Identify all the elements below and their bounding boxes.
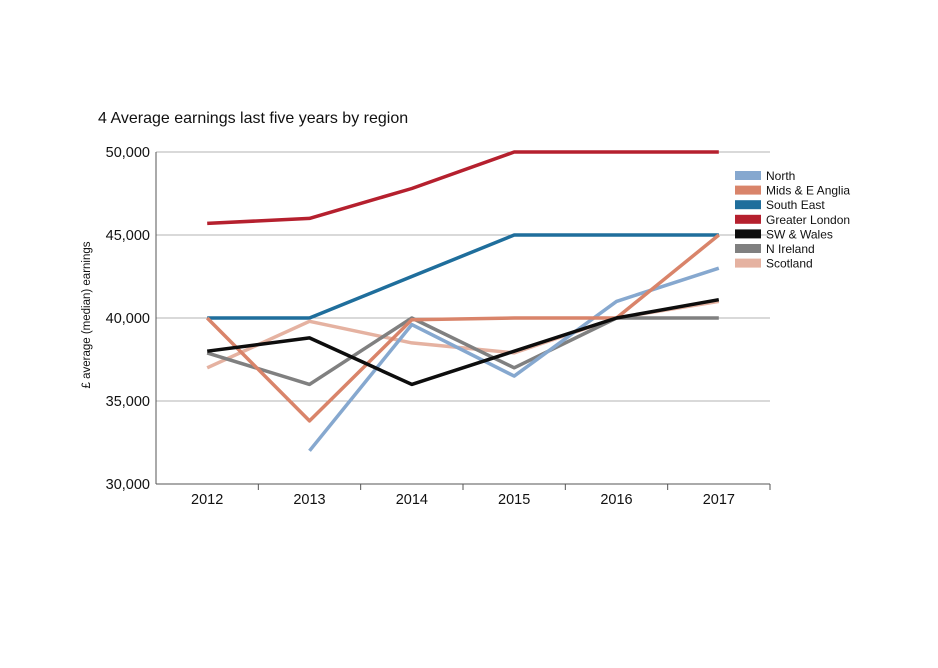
legend-label: SW & Wales xyxy=(766,227,833,241)
legend-swatch xyxy=(735,200,761,210)
y-tick-label: 40,000 xyxy=(106,311,150,327)
y-tick-label: 30,000 xyxy=(106,477,150,493)
series-line-greater-london xyxy=(207,150,719,226)
series-line-scotland xyxy=(206,299,720,370)
x-axis: 2012 2013 2014 2015 2016 2017 xyxy=(156,483,771,508)
legend-label: South East xyxy=(766,198,825,212)
legend-swatch xyxy=(735,214,761,224)
y-tick-label: 45,000 xyxy=(106,228,150,244)
x-tick-label: 2016 xyxy=(600,492,632,508)
legend-label: Mids & E Anglia xyxy=(766,184,850,198)
x-tick-label: 2015 xyxy=(498,492,530,508)
legend-label: Scotland xyxy=(766,257,813,271)
series-line-n-ireland xyxy=(206,316,719,387)
y-axis-label: £ average (median) earnings xyxy=(81,241,93,388)
series-line-mids-e-anglia xyxy=(205,233,720,423)
legend-swatch xyxy=(735,244,761,253)
y-tick-label: 50,000 xyxy=(106,145,150,161)
legend-swatch xyxy=(735,185,761,195)
y-tick-label: 35,000 xyxy=(106,394,150,410)
legend-swatch xyxy=(735,258,761,268)
legend-swatch xyxy=(735,171,761,180)
series-lines xyxy=(205,150,720,452)
legend-label: N Ireland xyxy=(766,242,815,256)
series-line-south-east xyxy=(207,233,719,320)
x-tick-label: 2014 xyxy=(396,492,428,508)
x-tick-label: 2013 xyxy=(293,492,325,508)
chart-title: 4 Average earnings last five years by re… xyxy=(98,110,408,127)
legend-label: Greater London xyxy=(766,213,850,227)
x-tick-label: 2017 xyxy=(703,492,735,508)
series-line-sw-wales xyxy=(206,297,720,387)
legend-swatch xyxy=(735,229,761,239)
y-axis-ticks: 30,000 35,000 40,000 45,000 50,000 xyxy=(106,145,150,493)
legend-label: North xyxy=(766,169,795,183)
x-tick-label: 2012 xyxy=(191,492,223,508)
